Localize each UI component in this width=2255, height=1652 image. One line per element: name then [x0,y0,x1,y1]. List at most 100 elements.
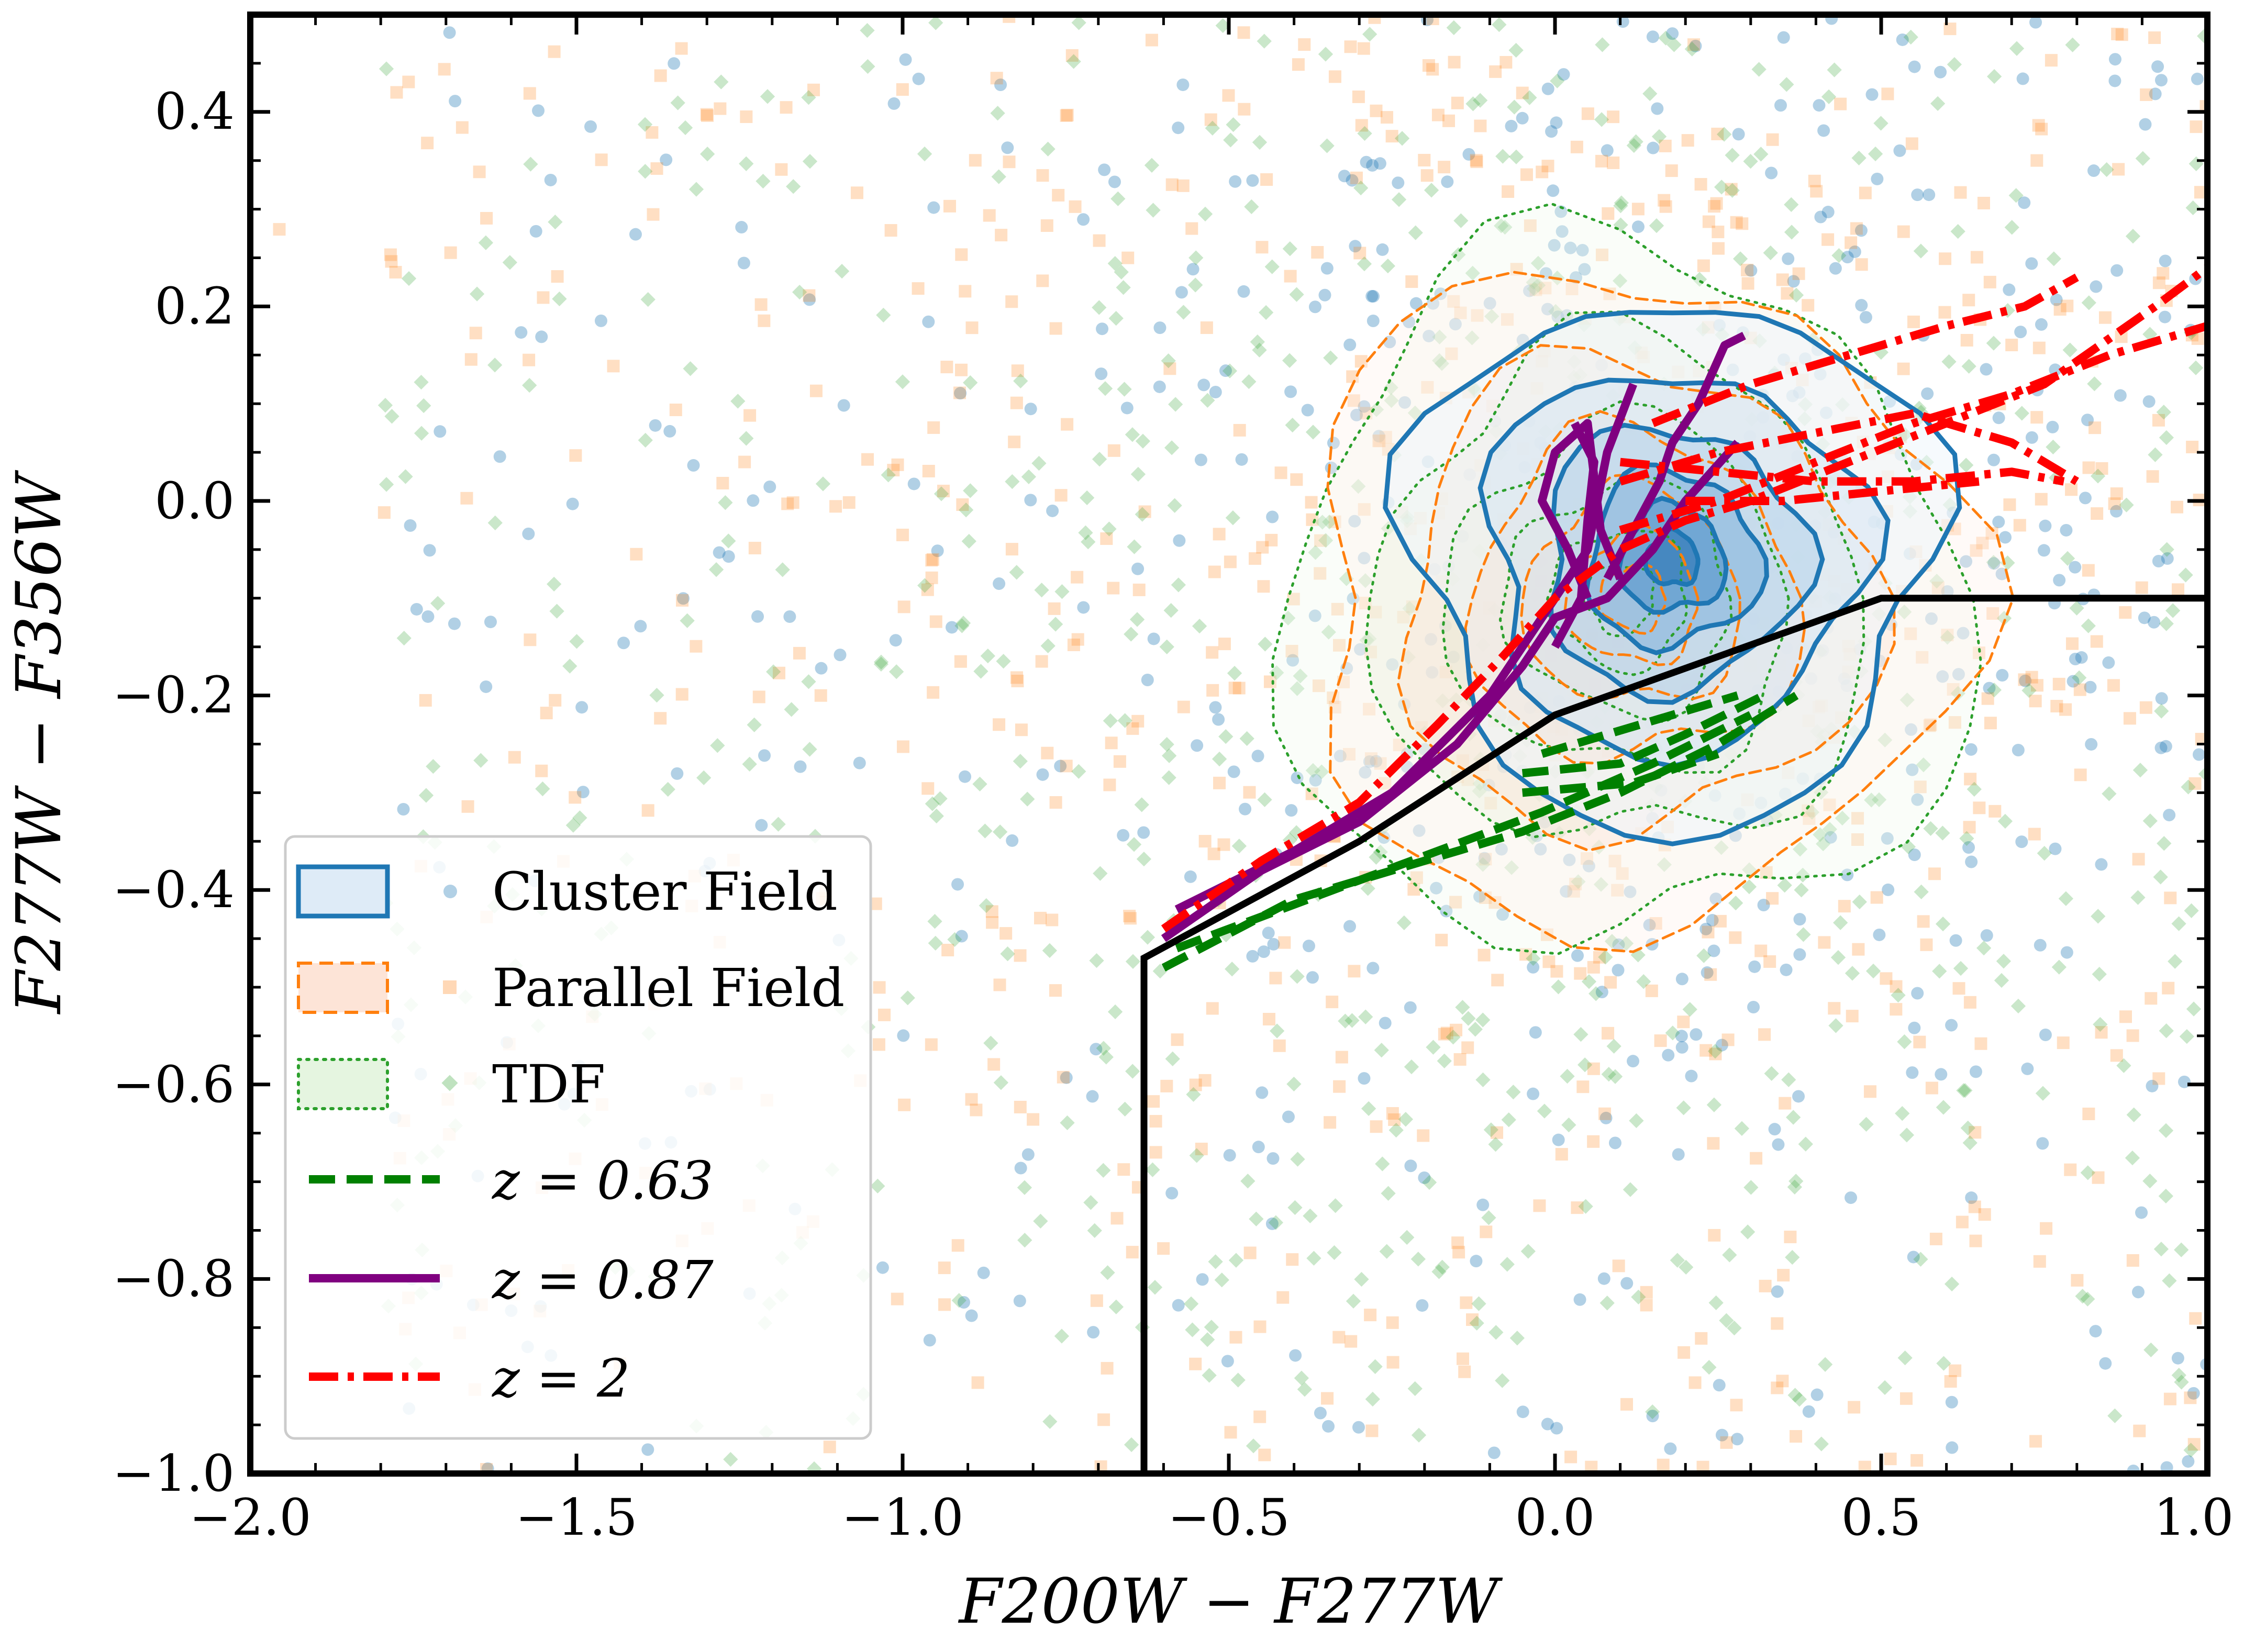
scatter-point [2189,156,2204,172]
legend-entry-z087: z = 0.87 [309,1249,714,1311]
scatter-point [1253,1410,1267,1423]
scatter-point [1021,1148,1035,1161]
scatter-point [404,519,417,532]
scatter-point [2008,188,2024,203]
scatter-point [1251,750,1264,763]
scatter-point [2013,519,2026,532]
scatter-point [1369,606,1382,619]
scatter-point [1784,225,1799,240]
scatter-point [1529,283,1542,296]
scatter-point [572,810,587,825]
scatter-point [640,292,656,307]
scatter-point [1372,434,1385,448]
scatter-point [929,615,942,628]
scatter-point [2152,414,2165,427]
scatter-point [1134,797,1149,812]
scatter-point [834,649,847,662]
scatter-point [2142,1174,2158,1189]
scatter-point [1774,99,1787,112]
scatter-point [1646,30,1659,43]
scatter-point [2152,1072,2165,1085]
scatter-point [1732,128,1745,141]
scatter-point [1606,1039,1621,1054]
scatter-point [1287,593,1300,606]
scatter-point [1257,792,1272,807]
scatter-point [1036,768,1049,781]
scatter-point [1852,894,1867,910]
scatter-point [2032,341,2046,354]
scatter-point [896,740,909,753]
scatter-point [524,633,537,646]
scatter-point [1357,126,1372,141]
scatter-point [2037,544,2050,557]
scatter-point [1003,155,1016,169]
legend-swatch-cluster [296,864,390,919]
scatter-point [1221,1355,1234,1368]
scatter-point [1595,248,1608,261]
scatter-point [1338,170,1351,183]
scatter-point [1253,1320,1267,1333]
x-tick-label: 0.0 [1515,1488,1595,1547]
scatter-point [2082,1107,2095,1120]
scatter-point [1495,1373,1510,1388]
scatter-point [1432,329,1447,345]
scatter-point [2187,1387,2200,1400]
scatter-point [1278,936,1291,949]
scatter-point [1034,911,1047,924]
scatter-point [2069,600,2084,616]
scatter-point [377,506,391,519]
scatter-point [1363,702,1376,716]
scatter-point [1808,174,1821,187]
scatter-point [2003,498,2016,511]
scatter-point [1040,219,1053,232]
scatter-point [1338,1013,1353,1029]
scatter-point [1813,99,1826,112]
scatter-point [1138,505,1151,518]
scatter-point [1471,1296,1486,1311]
scatter-point [1396,915,1412,931]
scatter-point [1256,541,1269,554]
scatter-point [1269,972,1282,985]
scatter-point [1771,1381,1784,1394]
redshift-tracks [1161,264,2207,972]
scatter-point [1282,1110,1295,1123]
scatter-point [2135,151,2150,166]
legend: Cluster Field Parallel Field TDF z = 0.6… [284,835,872,1440]
scatter-point [1348,515,1361,528]
scatter-point [2102,786,2117,801]
scatter-point [1480,1225,1493,1238]
scatter-point [418,788,434,803]
scatter-point [1706,914,1719,927]
scatter-point [594,314,607,327]
scatter-point [1404,1159,1417,1173]
scatter-point [1986,555,2001,570]
scatter-point [1880,972,1893,985]
scatter-point [1905,723,1918,736]
scatter-point [1996,669,2009,682]
scatter-point [401,271,417,286]
scatter-point [927,421,940,434]
scatter-point [2135,1206,2148,1219]
scatter-point [1370,1120,1383,1133]
scatter-point [1369,850,1384,865]
scatter-point [2148,447,2163,462]
scatter-point [1939,252,1952,265]
scatter-point [2142,395,2156,408]
scatter-point [2029,695,2042,708]
scatter-point [1986,336,2001,351]
scatter-point [523,157,538,172]
scatter-point [927,686,940,699]
scatter-point [2171,1352,2184,1365]
scatter-point [1191,739,1204,752]
scatter-point [1011,674,1024,687]
scatter-point [1708,1229,1721,1242]
scatter-point [1697,259,1710,272]
track-line [1161,264,2207,933]
scatter-point [668,57,681,70]
scatter-point [793,646,806,660]
scatter-point [1386,658,1399,671]
scatter-point [1466,1313,1479,1326]
scatter-point [1916,651,1929,664]
scatter-point [1478,852,1491,865]
scatter-point [1165,1187,1179,1200]
